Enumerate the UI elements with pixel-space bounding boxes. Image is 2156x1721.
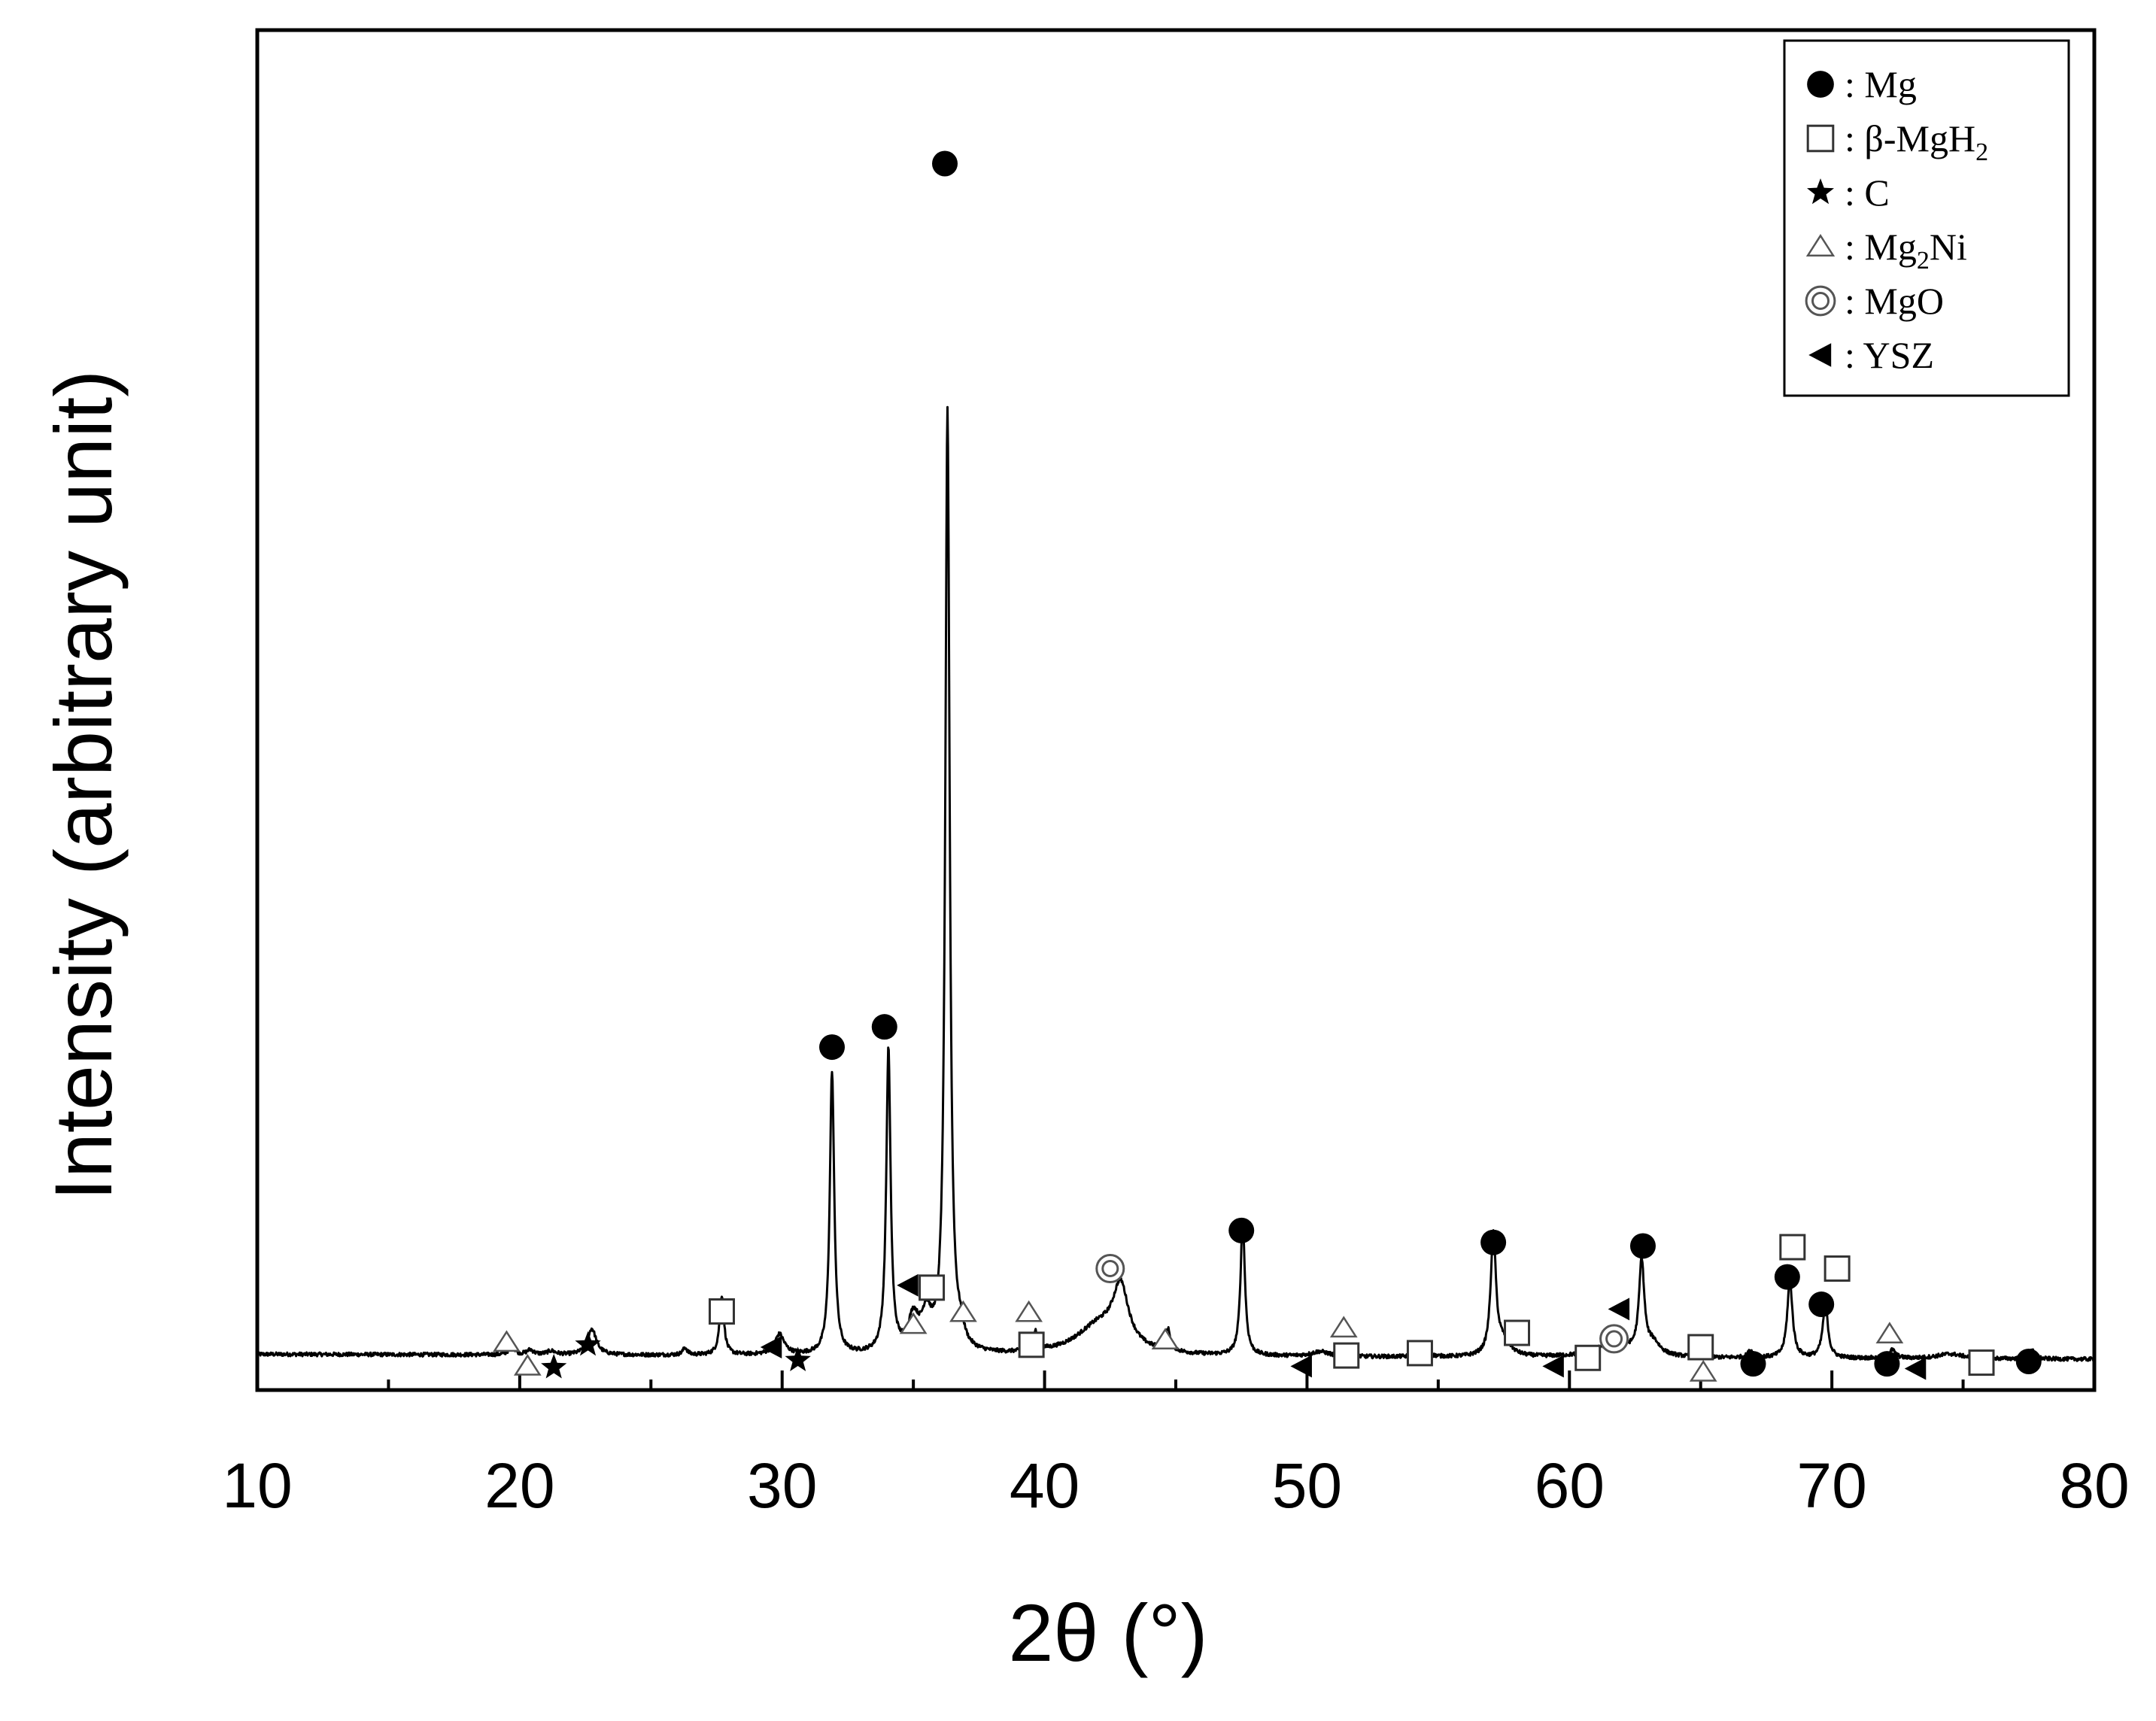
marker-mg2ni <box>1329 1316 1358 1338</box>
marker-c <box>575 1331 601 1356</box>
legend-label-mg2ni: : Mg2Ni <box>1845 226 1967 275</box>
marker-ysz <box>1542 1355 1564 1378</box>
marker-mg <box>1874 1351 1900 1377</box>
marker-beta-mgh2 <box>1779 1234 1806 1261</box>
xrd-pattern-line <box>256 405 2095 1362</box>
marker-mg <box>818 1034 845 1061</box>
marker-ysz <box>760 1336 782 1359</box>
marker-mg <box>1774 1264 1800 1290</box>
x-tick-label: 40 <box>1010 1450 1080 1521</box>
legend-label-c: : C <box>1845 171 1890 214</box>
legend-label-mg: : Mg <box>1845 63 1917 105</box>
x-tick-label: 80 <box>2059 1450 2129 1521</box>
legend-label-beta-mgh2: : β-MgH2 <box>1845 117 1988 166</box>
marker-mg <box>1629 1233 1656 1259</box>
marker-beta-mgh2 <box>1806 124 1835 153</box>
marker-mg <box>1740 1351 1766 1377</box>
x-tick-label: 50 <box>1272 1450 1342 1521</box>
marker-mgo-inner <box>1811 292 1830 310</box>
marker-mg2ni <box>1151 1328 1180 1349</box>
marker-beta-mgh2 <box>1823 1255 1851 1282</box>
marker-mg <box>1480 1229 1507 1255</box>
x-tick-label: 10 <box>222 1450 292 1521</box>
marker-mg <box>2015 1349 2042 1375</box>
marker-beta-mgh2 <box>1504 1319 1531 1346</box>
marker-mgo-inner <box>1101 1260 1119 1278</box>
marker-mg2ni <box>1875 1322 1904 1344</box>
marker-ysz <box>1808 343 1832 367</box>
marker-mg2ni <box>493 1330 521 1352</box>
marker-mg <box>1808 1292 1835 1318</box>
marker-mg2ni <box>1689 1359 1717 1382</box>
marker-mgo-inner <box>1605 1330 1623 1348</box>
marker-mg2ni <box>899 1312 928 1334</box>
marker-mg2ni <box>949 1300 977 1322</box>
marker-mg <box>1228 1217 1255 1243</box>
marker-mg <box>1807 71 1834 98</box>
x-tick-label: 20 <box>484 1450 554 1521</box>
marker-ysz <box>1290 1355 1312 1378</box>
xrd-series <box>256 405 2095 1362</box>
marker-beta-mgh2 <box>919 1274 946 1301</box>
marker-beta-mgh2 <box>1968 1349 1995 1376</box>
marker-c <box>785 1346 811 1371</box>
x-axis-tick-labels: 10 20 30 40 50 60 70 80 <box>222 1450 2129 1521</box>
marker-mg <box>932 150 958 177</box>
legend: : Mg : β-MgH2 : C : Mg2Ni : MgO : YSZ <box>1783 39 2070 397</box>
marker-beta-mgh2 <box>708 1298 735 1325</box>
phase-markers <box>493 150 2042 1382</box>
marker-beta-mgh2 <box>1574 1344 1602 1371</box>
legend-box <box>1783 39 2070 397</box>
marker-beta-mgh2 <box>1406 1340 1433 1367</box>
marker-c <box>1807 178 1834 205</box>
marker-beta-mgh2 <box>1333 1342 1360 1369</box>
legend-label-ysz: : YSZ <box>1845 334 1934 376</box>
marker-ysz <box>1904 1357 1927 1380</box>
x-tick-label: 30 <box>747 1450 817 1521</box>
y-axis-title: Intensity (arbitrary unit) <box>38 370 129 1200</box>
legend-label-mgo: : MgO <box>1845 280 1944 322</box>
marker-ysz <box>897 1273 919 1297</box>
plot-frame <box>255 28 2097 1392</box>
x-axis-title: 2θ (°) <box>1008 1587 1207 1678</box>
marker-ysz <box>1608 1298 1630 1321</box>
marker-mg2ni <box>1805 233 1836 257</box>
marker-c <box>541 1353 567 1379</box>
marker-mg <box>871 1014 897 1040</box>
marker-mg2ni <box>513 1354 542 1376</box>
x-tick-label: 60 <box>1535 1450 1605 1521</box>
x-tick-label: 70 <box>1796 1450 1866 1521</box>
marker-beta-mgh2 <box>1018 1331 1045 1358</box>
marker-mg2ni <box>1015 1300 1043 1322</box>
marker-beta-mgh2 <box>1687 1334 1714 1361</box>
